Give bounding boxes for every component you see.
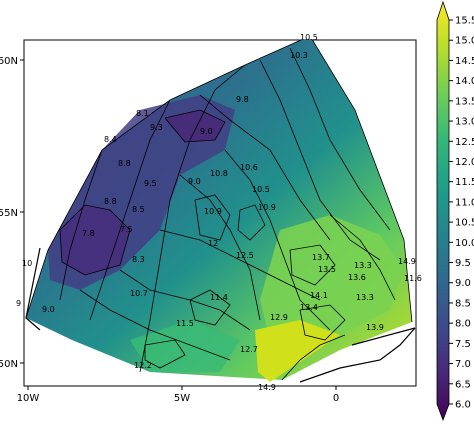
coastline (25, 247, 416, 383)
contour-label: 12 (208, 239, 218, 248)
colorbar-tick-label: 14.5 (455, 56, 474, 67)
contour-label: 8.8 (104, 197, 117, 206)
colorbar-tick-label: 9.0 (455, 278, 471, 289)
contour-label: 9 (16, 299, 21, 308)
north-minimum-region (165, 110, 225, 142)
contour-label: 14.9 (258, 383, 276, 392)
contour-label: 9.0 (200, 127, 213, 136)
colorbar-tick-label: 14.0 (455, 76, 474, 87)
contour-label: 8.1 (136, 109, 149, 118)
contour-label: 14.9 (398, 257, 416, 266)
x-tick-label: 5W (174, 393, 190, 404)
contour-label: 9.0 (42, 305, 55, 314)
contour-label: 7.8 (82, 229, 95, 238)
colorbar-bar (436, 0, 450, 422)
colorbar-tick-label: 12.0 (455, 157, 474, 168)
contour-label: 9.3 (150, 123, 163, 132)
x-tick-label: 0 (333, 393, 339, 404)
contour-labels: 10.5 10.3 9.8 8.1 9.3 9.0 8.4 8.8 9.5 8.… (16, 33, 422, 392)
contour-label: 11.6 (404, 274, 422, 283)
y-tick-label: 55N (0, 208, 18, 219)
contour-label: 10.5 (300, 33, 318, 42)
contour-label: 10.5 (252, 185, 270, 194)
contour-label: 9.0 (188, 177, 201, 186)
contour-label: 10 (22, 259, 32, 268)
contour-lines (25, 40, 413, 381)
colorbar-tick-label: 12.5 (455, 137, 474, 148)
contour-label: 10.7 (130, 289, 148, 298)
contour-label: 10.9 (204, 207, 222, 216)
colorbar-tick-label: 10.0 (455, 238, 474, 249)
contour-label: 9.5 (144, 179, 157, 188)
contour-label: 8.5 (132, 205, 145, 214)
y-tick-label: 60N (0, 56, 18, 67)
contour-label: 13.9 (366, 323, 384, 332)
colorbar: 6.0 6.5 7.0 7.5 8.0 8.5 9.0 9.5 10.0 10.5 11.0 11.5… (436, 0, 474, 422)
contour-label: 8.3 (132, 255, 145, 264)
contour-label: 13.3 (354, 261, 372, 270)
x-tick-label: 10W (17, 393, 40, 404)
contour-label: 10.6 (240, 163, 258, 172)
contour-label: 13.6 (348, 273, 366, 282)
contour-label: 9.8 (236, 95, 249, 104)
south-high-region (255, 320, 340, 382)
contour-label: 10.8 (210, 169, 228, 178)
contour-label: 8.8 (118, 159, 131, 168)
colorbar-tick-label: 8.5 (455, 298, 471, 309)
contour-label: 11.5 (176, 319, 194, 328)
colorbar-tick-label: 11.0 (455, 197, 474, 208)
colorbar-tick-label: 11.5 (455, 177, 474, 188)
contour-label: 10.3 (290, 51, 308, 60)
contour-label: 11.4 (210, 293, 228, 302)
contour-label: 13.3 (356, 293, 374, 302)
colorbar-tick-label: 6.0 (455, 400, 471, 411)
contour-label: 8.4 (104, 135, 117, 144)
contour-label: 13.5 (318, 265, 336, 274)
contour-label: 7.5 (120, 225, 133, 234)
contour-label: 10.9 (258, 203, 276, 212)
axis-ticks (20, 59, 337, 390)
y-tick-label: 50N (0, 359, 18, 370)
colorbar-tick-label: 8.0 (455, 319, 471, 330)
colorbar-tick-label: 6.5 (455, 379, 471, 390)
colorbar-tick-label: 7.5 (455, 339, 471, 350)
colorbar-tick-label: 15.5 (455, 16, 474, 27)
colorbar-tick-label: 7.0 (455, 359, 471, 370)
colorbar-tick-label: 10.5 (455, 218, 474, 229)
colorbar-tick-label: 13.0 (455, 117, 474, 128)
contour-label: 12.9 (270, 313, 288, 322)
colorbar-ticks: 6.0 6.5 7.0 7.5 8.0 8.5 9.0 9.5 10.0 10.5 11.0 11.5… (449, 16, 474, 411)
contour-label: 12.5 (236, 251, 254, 260)
colorbar-tick-label: 9.5 (455, 258, 471, 269)
contour-label: 12.2 (134, 361, 152, 370)
colorbar-tick-label: 13.5 (455, 96, 474, 107)
colorbar-tick-label: 15.0 (455, 36, 474, 47)
contour-label: 14.1 (310, 291, 328, 300)
west-minimum-region (60, 205, 130, 275)
contour-label: 12.7 (240, 345, 258, 354)
contour-label: 13.7 (312, 253, 330, 262)
contour-label: 13.4 (300, 303, 318, 312)
